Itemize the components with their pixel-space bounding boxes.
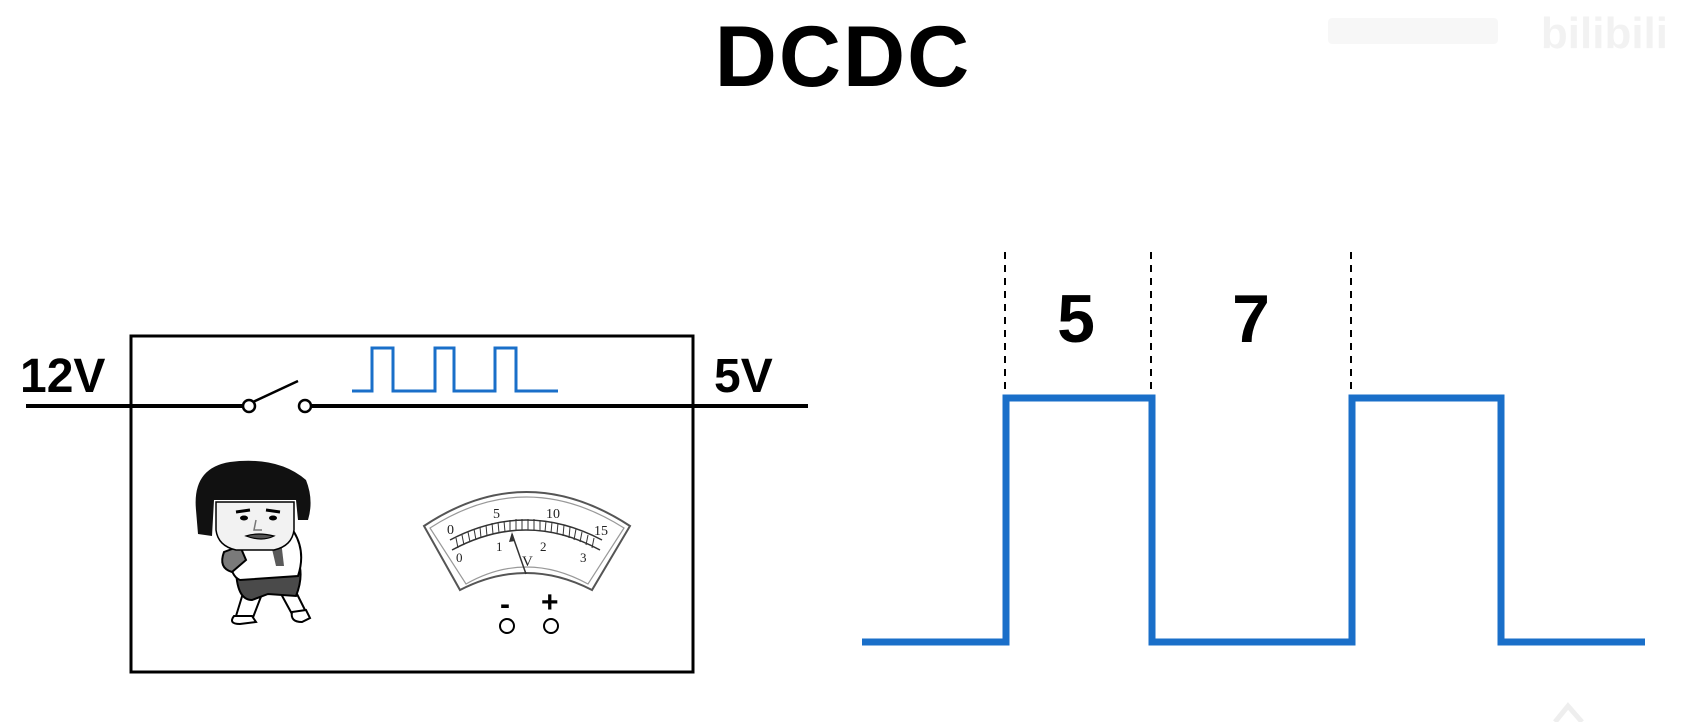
off-time-label: 7 [1232,281,1270,357]
bilibili-watermark-logo: bilibili [1328,9,1668,58]
small-pulse-waveform [352,346,558,393]
pwm-waveform-diagram: 5 7 [862,252,1645,646]
corner-mark-icon [1553,702,1584,722]
meter-lower-3: 3 [580,550,587,565]
output-voltage-label: 5V [714,350,773,403]
terminal-minus [499,618,515,634]
converter-box [129,334,695,674]
meter-upper-5: 5 [493,507,500,522]
watermark-brand: bilibili [1541,9,1668,58]
meter-lower-1: 1 [496,539,503,554]
meter-upper-15: 15 [594,524,608,539]
terminal-plus-label: + [541,586,559,619]
switch-icon [241,379,313,414]
circuit: 12V 5V [20,334,808,674]
meter-lower-2: 2 [540,539,547,554]
voltmeter-icon: 0 5 10 15 0 1 2 3 V - + [422,491,632,634]
meter-upper-10: 10 [546,507,560,522]
meter-upper-0: 0 [447,523,454,538]
terminal-minus-label: - [500,588,510,621]
meter-unit: V [522,554,533,570]
page-title: DCDC [714,9,972,105]
on-time-label: 5 [1057,281,1095,357]
terminal-plus [543,618,559,634]
meme-character-image [195,460,312,626]
input-voltage-label: 12V [20,350,105,403]
meter-lower-0: 0 [456,550,463,565]
large-pulse-waveform [862,394,1645,646]
